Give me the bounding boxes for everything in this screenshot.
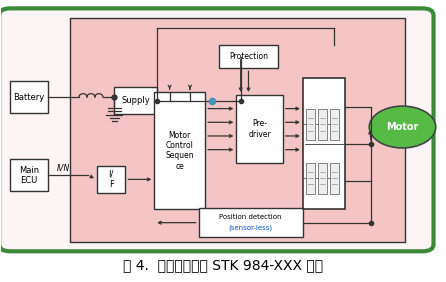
Bar [306,163,315,194]
Text: I/
F: I/ F [108,170,114,189]
Bar [97,166,125,193]
Bar [236,95,283,163]
Bar [219,45,278,69]
Text: 图 4.  智能功率模块 STK 984-XXX 框图: 图 4. 智能功率模块 STK 984-XXX 框图 [123,258,323,272]
Text: Position detection: Position detection [219,213,282,219]
Bar [318,109,327,140]
Text: Supply: Supply [121,96,150,105]
Circle shape [369,106,436,148]
Bar [154,92,205,210]
Bar [10,81,48,113]
Bar [115,87,157,114]
Text: Motor: Motor [386,122,419,132]
Bar [10,159,48,191]
Text: Motor
Control
Sequen
ce: Motor Control Sequen ce [165,131,194,171]
Bar [330,163,339,194]
Bar [198,208,303,237]
Text: Pre-
driver: Pre- driver [248,120,271,139]
Text: Battery: Battery [13,92,45,102]
Bar [318,163,327,194]
Text: (sensor-less): (sensor-less) [229,224,273,231]
Bar [303,78,345,210]
FancyBboxPatch shape [0,8,434,251]
Bar [70,18,405,241]
Text: Protection: Protection [229,52,268,61]
Text: Main
ECU: Main ECU [19,166,39,185]
Text: IVN: IVN [57,164,70,173]
Bar [330,109,339,140]
Bar [306,109,315,140]
